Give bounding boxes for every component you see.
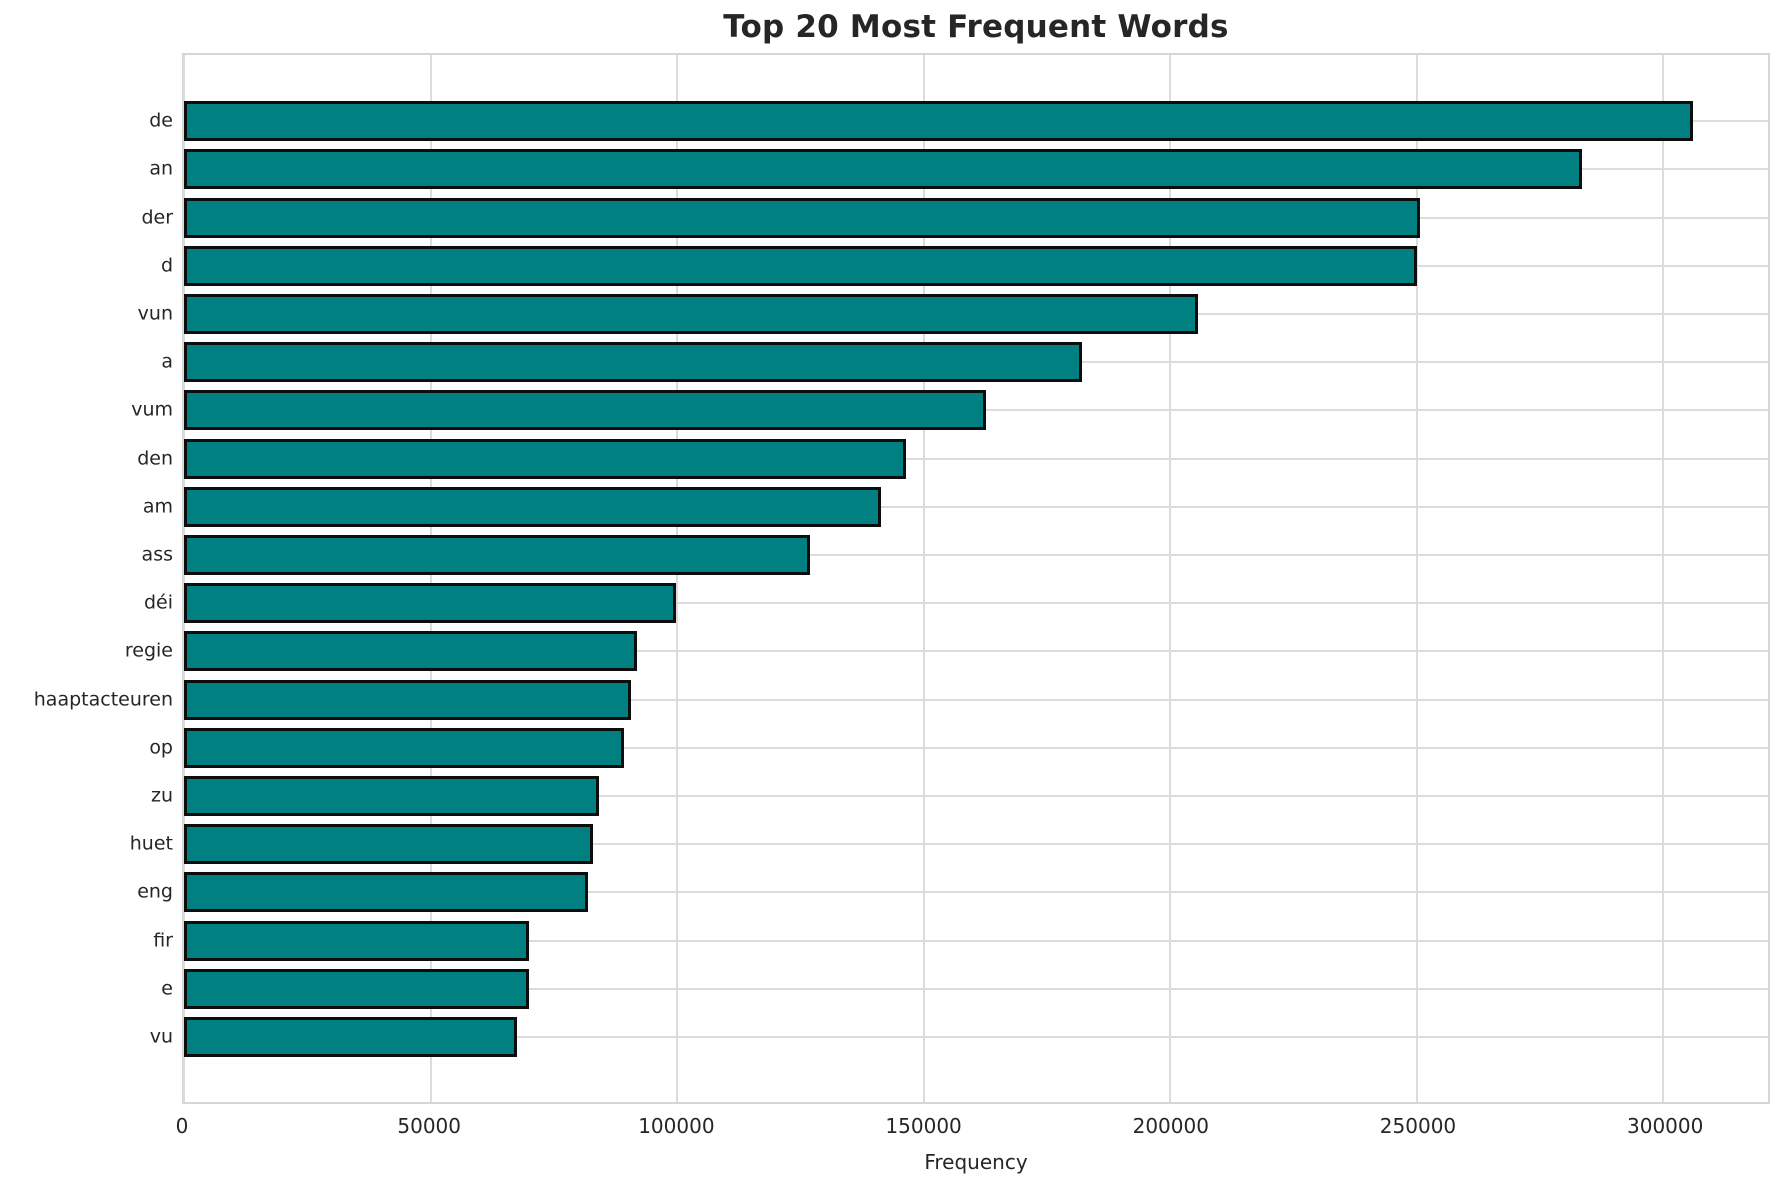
- gridline-vertical: [922, 55, 925, 1102]
- bar-row: regie: [125, 627, 1768, 675]
- y-tick-label: zu: [150, 784, 173, 807]
- bar-row: a: [161, 338, 1768, 386]
- bar-row: den: [137, 434, 1768, 482]
- y-tick-label: am: [142, 495, 173, 518]
- gridline-vertical: [1415, 55, 1418, 1102]
- chart-title: Top 20 Most Frequent Words: [723, 9, 1229, 45]
- gridline-horizontal: [184, 746, 1768, 749]
- x-tick-label: 150000: [885, 1114, 962, 1138]
- y-tick-label: vun: [137, 302, 173, 325]
- bar-an: [184, 149, 1582, 190]
- gridline-horizontal: [184, 939, 1768, 942]
- bar-regie: [184, 631, 638, 672]
- gridline-horizontal: [184, 794, 1768, 797]
- gridline-vertical: [1169, 55, 1172, 1102]
- bar-der: [184, 197, 1420, 238]
- bar-a: [184, 342, 1083, 383]
- x-tick-label: 300000: [1627, 1114, 1704, 1138]
- bar-row: der: [141, 193, 1768, 241]
- gridline-vertical: [676, 55, 679, 1102]
- x-tick-label: 50000: [397, 1114, 461, 1138]
- plot-area: de an der d vun a vum den am ass déi regie haaptacte…: [34, 53, 1770, 1104]
- bar-row: an: [149, 145, 1768, 193]
- bar-row: déi: [144, 579, 1768, 627]
- bar-row: op: [149, 724, 1768, 772]
- y-tick-label: d: [160, 254, 173, 277]
- gridline-horizontal: [184, 553, 1768, 556]
- gridline-vertical: [429, 55, 432, 1102]
- bar-row: am: [143, 483, 1768, 531]
- gridline-horizontal: [184, 602, 1768, 605]
- y-tick-label: der: [141, 206, 173, 228]
- x-axis-ticks: 0 50000 100000 150000 200000 250000 300000: [176, 1104, 1770, 1144]
- y-tick-label: ass: [141, 543, 173, 566]
- bar-ass: [184, 534, 811, 575]
- bar-de: [184, 101, 1693, 142]
- gridline-vertical: [1662, 55, 1665, 1102]
- x-tick-label: 250000: [1379, 1114, 1457, 1138]
- bar-d: [184, 245, 1417, 286]
- bar-rows: de an der d vun a vum den am ass déi regie haaptacte…: [34, 55, 1768, 1102]
- bar-row: de: [149, 97, 1768, 145]
- y-tick-label: de: [149, 109, 173, 132]
- x-tick-label: 200000: [1132, 1114, 1209, 1138]
- gridline-horizontal: [184, 650, 1768, 653]
- bar-row: ass: [142, 531, 1768, 579]
- bar-déi: [184, 583, 677, 624]
- x-tick-label: 0: [175, 1114, 189, 1138]
- y-tick-label: eng: [137, 880, 173, 903]
- bar-vum: [184, 390, 987, 431]
- gridline-horizontal: [184, 1035, 1768, 1038]
- bar-am: [184, 486, 882, 527]
- bar-row: haaptacteuren: [34, 675, 1768, 723]
- bar-e: [184, 968, 529, 1009]
- gridline-horizontal: [184, 457, 1768, 460]
- gridline-horizontal: [184, 698, 1768, 701]
- y-tick-label: fir: [153, 929, 173, 952]
- bar-row: d: [161, 242, 1768, 290]
- x-axis-label: Frequency: [924, 1150, 1028, 1174]
- bar-fir: [184, 920, 530, 961]
- bar-den: [184, 438, 907, 479]
- bar-row: vu: [150, 1013, 1768, 1061]
- bar-row: vum: [131, 386, 1768, 434]
- bar-row: huet: [130, 820, 1768, 868]
- y-tick-label: a: [161, 350, 173, 373]
- y-tick-label: huet: [129, 832, 173, 855]
- bar-eng: [184, 872, 589, 913]
- bar-row: eng: [137, 868, 1768, 916]
- gridline-horizontal: [184, 505, 1768, 508]
- y-tick-label: haaptacteuren: [33, 688, 173, 711]
- y-tick-label: e: [161, 977, 173, 1000]
- y-tick-label: vum: [131, 398, 173, 421]
- y-tick-label: vu: [149, 1025, 173, 1048]
- y-tick-label: den: [137, 447, 173, 470]
- gridline-horizontal: [184, 987, 1768, 990]
- bar-row: vun: [138, 290, 1768, 338]
- bar-op: [184, 727, 625, 768]
- gridline-horizontal: [184, 843, 1768, 846]
- y-tick-label: op: [149, 736, 173, 759]
- bar-row: fir: [153, 916, 1768, 964]
- bar-vu: [184, 1016, 517, 1057]
- bar-row: e: [161, 965, 1768, 1013]
- bar-haaptacteuren: [184, 679, 632, 720]
- x-tick-label: 100000: [638, 1114, 715, 1138]
- bar-row: zu: [151, 772, 1768, 820]
- bar-zu: [184, 775, 599, 816]
- bar-vun: [184, 293, 1198, 334]
- y-tick-label: déi: [143, 591, 173, 614]
- y-tick-label: an: [149, 157, 173, 180]
- bar-huet: [184, 824, 594, 865]
- y-tick-label: regie: [124, 639, 173, 662]
- gridline-horizontal: [184, 891, 1768, 894]
- gridline-vertical: [183, 55, 185, 1102]
